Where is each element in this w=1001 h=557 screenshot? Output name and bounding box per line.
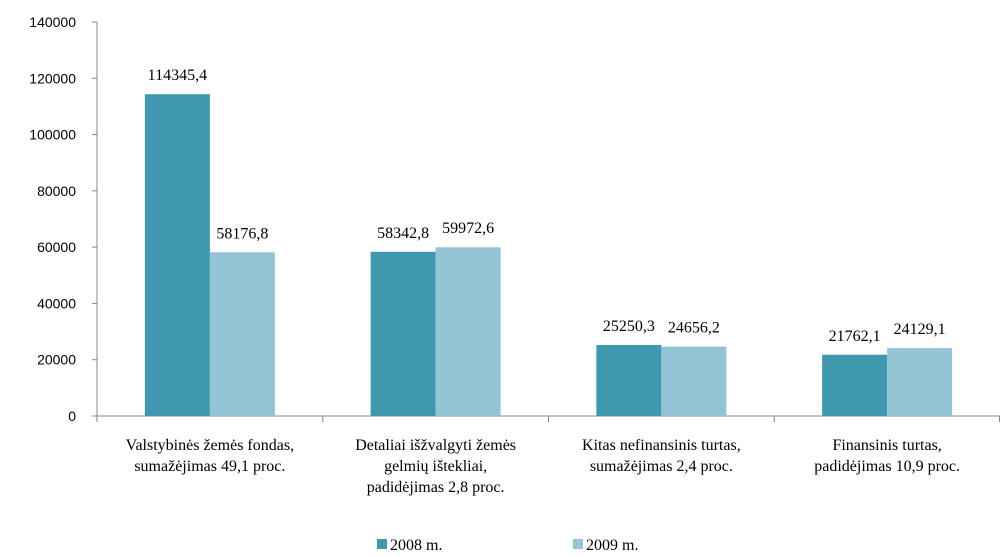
legend-label: 2008 m.	[390, 537, 442, 554]
value-label: 24129,1	[894, 321, 946, 338]
bar	[370, 251, 436, 416]
y-tick-label: 100000	[29, 127, 76, 143]
legend-swatch	[377, 539, 387, 549]
bar	[661, 346, 727, 416]
x-tick-label: Kitas nefinansinis turtas,	[582, 437, 741, 454]
y-tick-label: 120000	[29, 70, 76, 86]
x-tick-label: padidėjimas 10,9 proc.	[814, 458, 960, 475]
bar	[596, 344, 662, 416]
legend-swatch	[573, 539, 583, 549]
bar	[144, 94, 210, 416]
value-label: 58176,8	[216, 225, 268, 242]
bar	[887, 348, 953, 416]
y-tick-label: 20000	[37, 352, 76, 368]
bar	[822, 354, 888, 416]
value-label: 58342,8	[377, 225, 429, 242]
x-tick-label: Finansinis turtas,	[832, 437, 941, 454]
legend-label: 2009 m.	[586, 537, 638, 554]
x-tick-label: gelmių ištekliai,	[384, 458, 487, 475]
bar	[209, 252, 275, 416]
value-label: 59972,6	[442, 220, 494, 237]
value-label: 24656,2	[668, 320, 720, 337]
value-label: 114345,4	[148, 67, 207, 84]
y-tick-label: 140000	[29, 14, 76, 30]
bar	[435, 247, 501, 416]
x-tick-label: sumažėjimas 49,1 proc.	[134, 458, 285, 475]
value-label: 21762,1	[829, 328, 881, 345]
y-tick-label: 0	[68, 408, 76, 424]
y-tick-label: 80000	[37, 183, 76, 199]
value-label: 25250,3	[603, 318, 655, 335]
x-tick-label: Detaliai išžvalgyti žemės	[355, 437, 516, 454]
y-tick-label: 60000	[37, 239, 76, 255]
x-tick-label: Valstybinės žemės fondas,	[126, 437, 294, 454]
y-tick-label: 40000	[37, 295, 76, 311]
x-tick-label: sumažėjimas 2,4 proc.	[590, 458, 733, 475]
x-tick-label: padidėjimas 2,8 proc.	[367, 479, 505, 496]
